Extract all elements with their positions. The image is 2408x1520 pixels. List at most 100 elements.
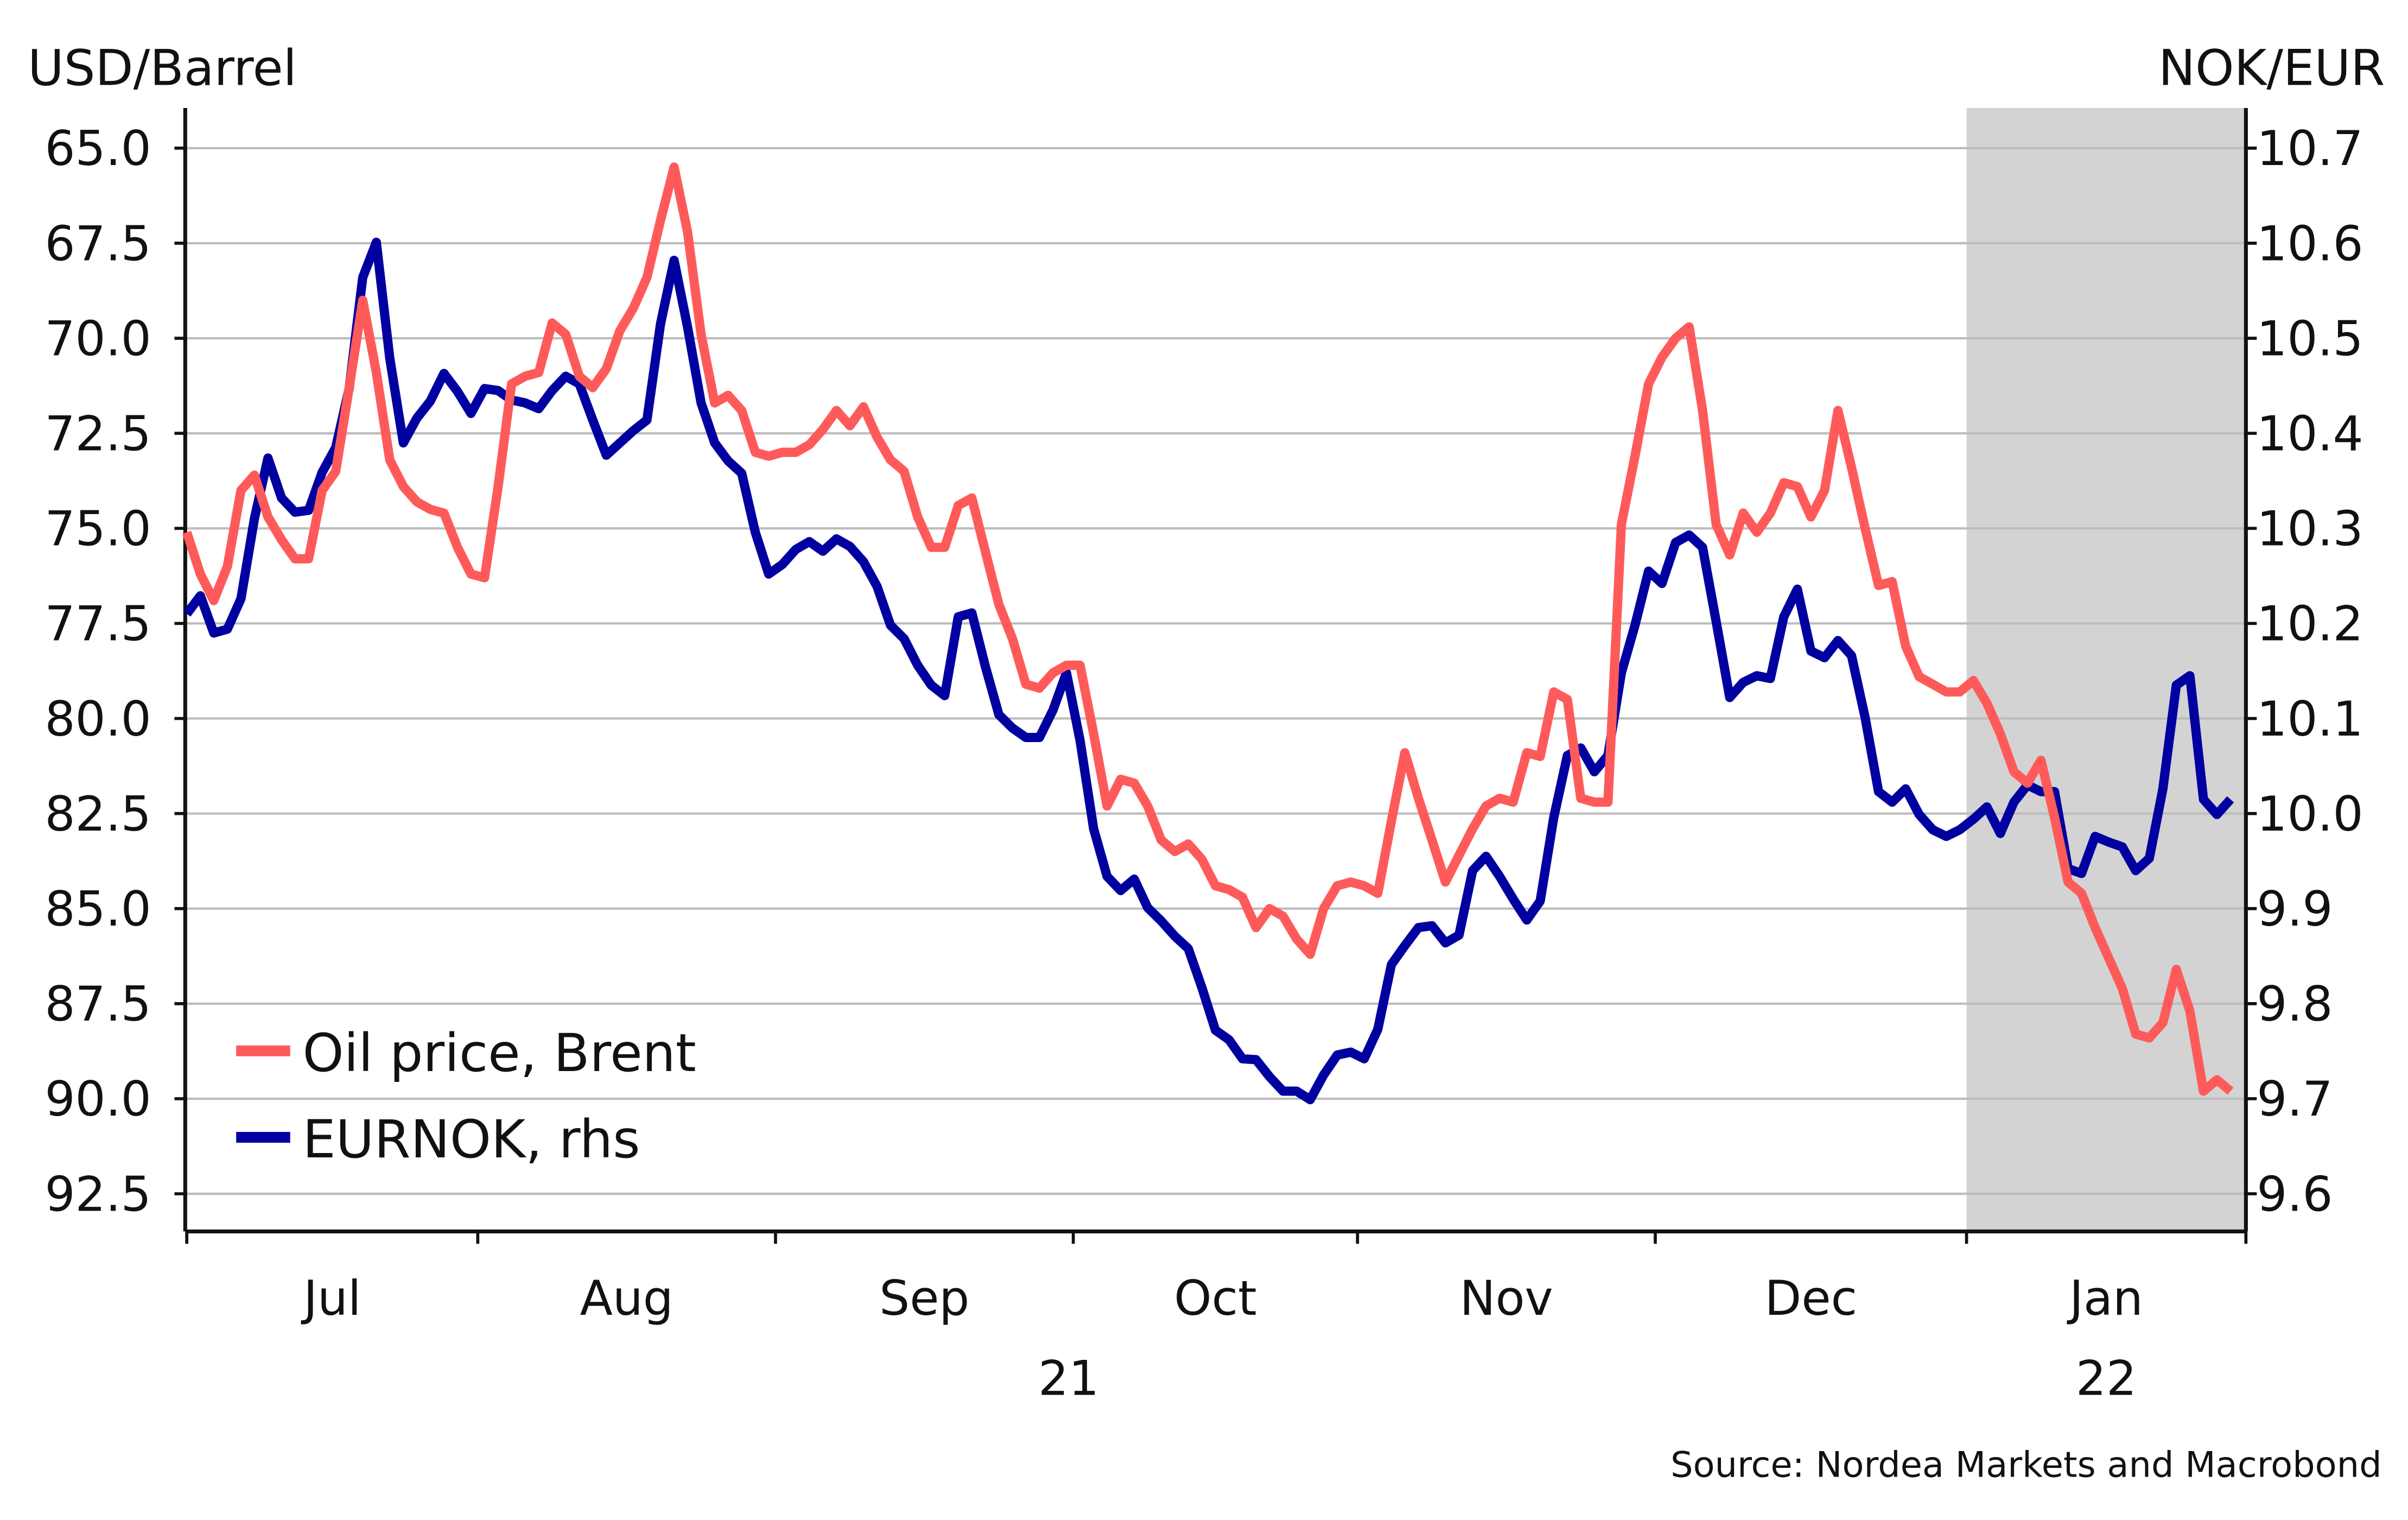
data-point-oil	[1540, 756, 1541, 757]
data-point-eurnok	[1702, 547, 1703, 548]
data-point-oil	[1716, 524, 1717, 525]
data-point-oil	[1377, 893, 1378, 894]
data-point-eurnok	[2054, 791, 2055, 792]
data-point-eurnok	[1946, 836, 1947, 837]
data-point-oil	[1675, 338, 1676, 339]
left-axis-title: USD/Barrel	[28, 40, 297, 97]
data-point-oil	[2013, 771, 2015, 772]
x-month-label: Aug	[580, 1270, 674, 1326]
data-point-eurnok	[985, 666, 986, 667]
data-point-eurnok	[227, 629, 228, 630]
right-tick-label: 10.1	[2257, 691, 2363, 747]
data-point-oil	[2203, 1091, 2204, 1092]
data-point-eurnok	[876, 586, 878, 587]
x-month-label: Dec	[1765, 1270, 1858, 1326]
right-tick-label: 10.4	[2257, 406, 2363, 462]
right-tick-label: 10.7	[2257, 121, 2363, 176]
x-month-label: Sep	[879, 1270, 969, 1326]
data-point-oil	[227, 566, 228, 567]
data-point-oil	[944, 547, 945, 548]
data-point-eurnok	[1648, 571, 1649, 572]
right-tick-label: 10.5	[2257, 311, 2363, 366]
data-point-oil	[430, 509, 431, 510]
data-point-eurnok	[863, 561, 864, 562]
data-point-oil	[1079, 665, 1081, 666]
data-point-eurnok	[1472, 870, 1473, 871]
left-tick-label: 90.0	[45, 1071, 151, 1127]
data-point-oil	[403, 486, 404, 487]
data-point-oil	[1174, 851, 1175, 852]
data-point-oil	[1905, 646, 1906, 647]
data-point-eurnok	[1824, 657, 1825, 658]
forecast-shaded-region	[1966, 107, 2246, 1232]
legend-label-oil: Oil price, Brent	[302, 1022, 696, 1084]
data-point-eurnok	[1215, 1030, 1216, 1031]
left-tick-label: 65.0	[45, 121, 151, 176]
data-point-oil	[1770, 513, 1771, 514]
left-tick-label: 82.5	[45, 786, 151, 842]
data-point-oil	[674, 167, 675, 168]
data-point-oil	[1310, 954, 1311, 955]
data-point-eurnok	[1919, 814, 1920, 815]
data-point-eurnok	[1310, 1099, 1311, 1100]
data-point-oil	[660, 220, 661, 221]
data-point-oil	[2054, 817, 2055, 818]
data-point-eurnok	[674, 260, 675, 261]
legend-label-eurnok: EURNOK, rhs	[302, 1109, 640, 1170]
data-point-eurnok	[714, 442, 715, 444]
left-tick-label: 80.0	[45, 691, 151, 747]
data-point-eurnok	[633, 430, 634, 431]
x-year-label: 21	[1038, 1351, 1099, 1407]
data-point-oil	[1012, 638, 1013, 639]
data-point-oil	[2108, 958, 2109, 959]
right-tick-label: 10.0	[2257, 786, 2363, 842]
right-tick-label: 9.7	[2257, 1071, 2333, 1127]
data-point-eurnok	[1513, 898, 1514, 900]
data-point-oil	[538, 372, 539, 373]
data-point-oil	[1337, 885, 1338, 886]
data-point-eurnok	[1743, 682, 1744, 683]
right-tick-label: 10.3	[2257, 501, 2363, 557]
data-point-eurnok	[2108, 841, 2109, 843]
data-point-oil	[1269, 908, 1270, 909]
data-point-eurnok	[931, 685, 932, 686]
x-month-label: Jul	[301, 1270, 361, 1326]
data-point-eurnok	[2149, 858, 2150, 859]
right-tick-label: 9.8	[2257, 976, 2333, 1032]
data-point-oil	[701, 334, 702, 335]
data-point-oil	[1215, 885, 1216, 886]
source-note: Source: Nordea Markets and Macrobond	[1670, 1444, 2382, 1485]
data-point-eurnok	[1107, 876, 1108, 877]
data-point-eurnok	[2176, 685, 2177, 686]
data-point-oil	[985, 551, 986, 552]
data-point-oil	[1702, 410, 1703, 411]
data-point-eurnok	[1079, 740, 1081, 741]
data-point-oil	[1567, 699, 1568, 700]
data-point-oil	[1973, 680, 1974, 681]
x-month-label: Oct	[1174, 1270, 1256, 1326]
data-point-oil	[1919, 676, 1920, 677]
data-point-eurnok	[308, 510, 309, 511]
data-point-oil	[2081, 893, 2082, 894]
left-tick-label: 92.5	[45, 1166, 151, 1222]
left-tick-label: 77.5	[45, 596, 151, 652]
data-point-eurnok	[2000, 833, 2001, 834]
data-point-eurnok	[944, 695, 945, 696]
data-point-oil	[768, 455, 769, 457]
left-tick-label: 70.0	[45, 311, 151, 366]
left-tick-label: 85.0	[45, 881, 151, 937]
data-point-oil	[1472, 828, 1473, 829]
data-point-oil	[931, 547, 932, 548]
x-month-label: Nov	[1460, 1270, 1553, 1326]
left-tick-label: 67.5	[45, 216, 151, 271]
x-month-label: Jan	[2067, 1270, 2143, 1326]
data-point-eurnok	[376, 242, 377, 243]
data-point-oil	[335, 471, 336, 472]
data-point-eurnok	[471, 413, 472, 414]
data-point-oil	[376, 372, 377, 373]
data-point-eurnok	[538, 408, 539, 409]
data-point-oil	[904, 471, 905, 472]
right-tick-label: 9.9	[2257, 881, 2333, 937]
data-point-eurnok	[660, 324, 661, 325]
data-point-eurnok	[1012, 727, 1013, 729]
